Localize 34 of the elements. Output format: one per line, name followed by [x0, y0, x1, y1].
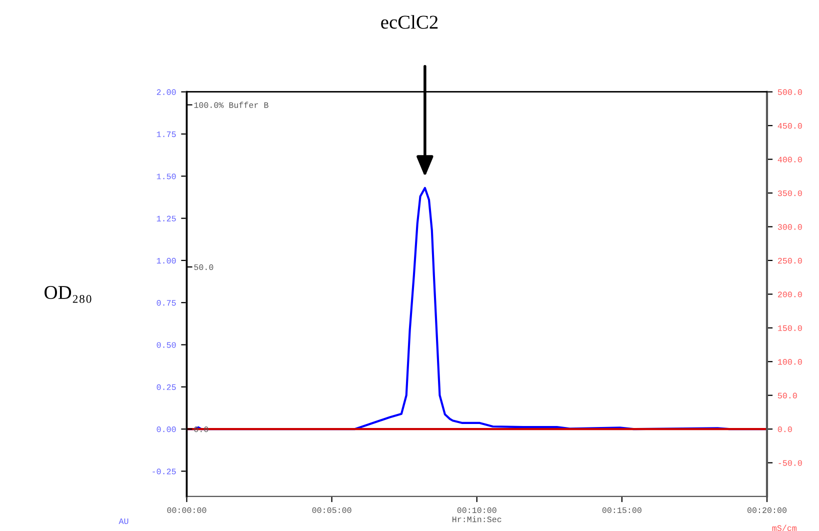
y2-tick-label: -50.0 [778, 460, 802, 466]
x-tick-label: 00:20:00 [747, 507, 786, 514]
y2-tick-label: 50.0 [778, 392, 797, 398]
y-tick-label: -0.25 [152, 468, 176, 474]
y-tick-label: 0.75 [156, 300, 176, 306]
y2-axis-title: mS/cm [772, 524, 796, 531]
y-axis-title: OD₂₈₀ [44, 286, 92, 303]
y2-tick-label: 0.0 [778, 426, 792, 432]
x-tick-label: 00:00:00 [167, 507, 206, 514]
y2-tick-label: 500.0 [778, 89, 802, 95]
y2-tick-label: 150.0 [778, 325, 802, 331]
y2-tick-label: 450.0 [778, 123, 802, 129]
y-tick-label: 2.00 [156, 89, 176, 95]
y2-tick-label: 200.0 [778, 292, 802, 298]
y-tick-label: 1.00 [156, 258, 176, 264]
y2-tick-label: 250.0 [778, 258, 802, 264]
x-axis-title: Hr:Min:Sec [452, 516, 502, 522]
y2-tick-label: 300.0 [778, 224, 802, 230]
y-tick-label: 1.75 [156, 132, 176, 138]
y-tick-label: 0.50 [156, 342, 176, 348]
y-tick-label: 0.00 [156, 426, 176, 432]
y3-tick-label: 50.0 [194, 264, 214, 270]
y2-tick-label: 350.0 [778, 190, 802, 196]
y2-tick-label: 400.0 [778, 156, 802, 162]
y-tick-label: 1.25 [156, 216, 176, 222]
x-tick-label: 00:15:00 [602, 507, 642, 514]
x-tick-label: 00:05:00 [312, 507, 352, 514]
y2-tick-label: 100.0 [778, 359, 802, 365]
chart-title: ecClC2 [381, 15, 438, 29]
y-tick-label: 1.50 [156, 174, 176, 180]
y-tick-label: 0.25 [156, 384, 176, 390]
x-tick-label: 00:10:00 [457, 507, 496, 514]
text: AU [118, 518, 128, 524]
y3-tick-label: 100.0% Buffer B [194, 102, 268, 108]
